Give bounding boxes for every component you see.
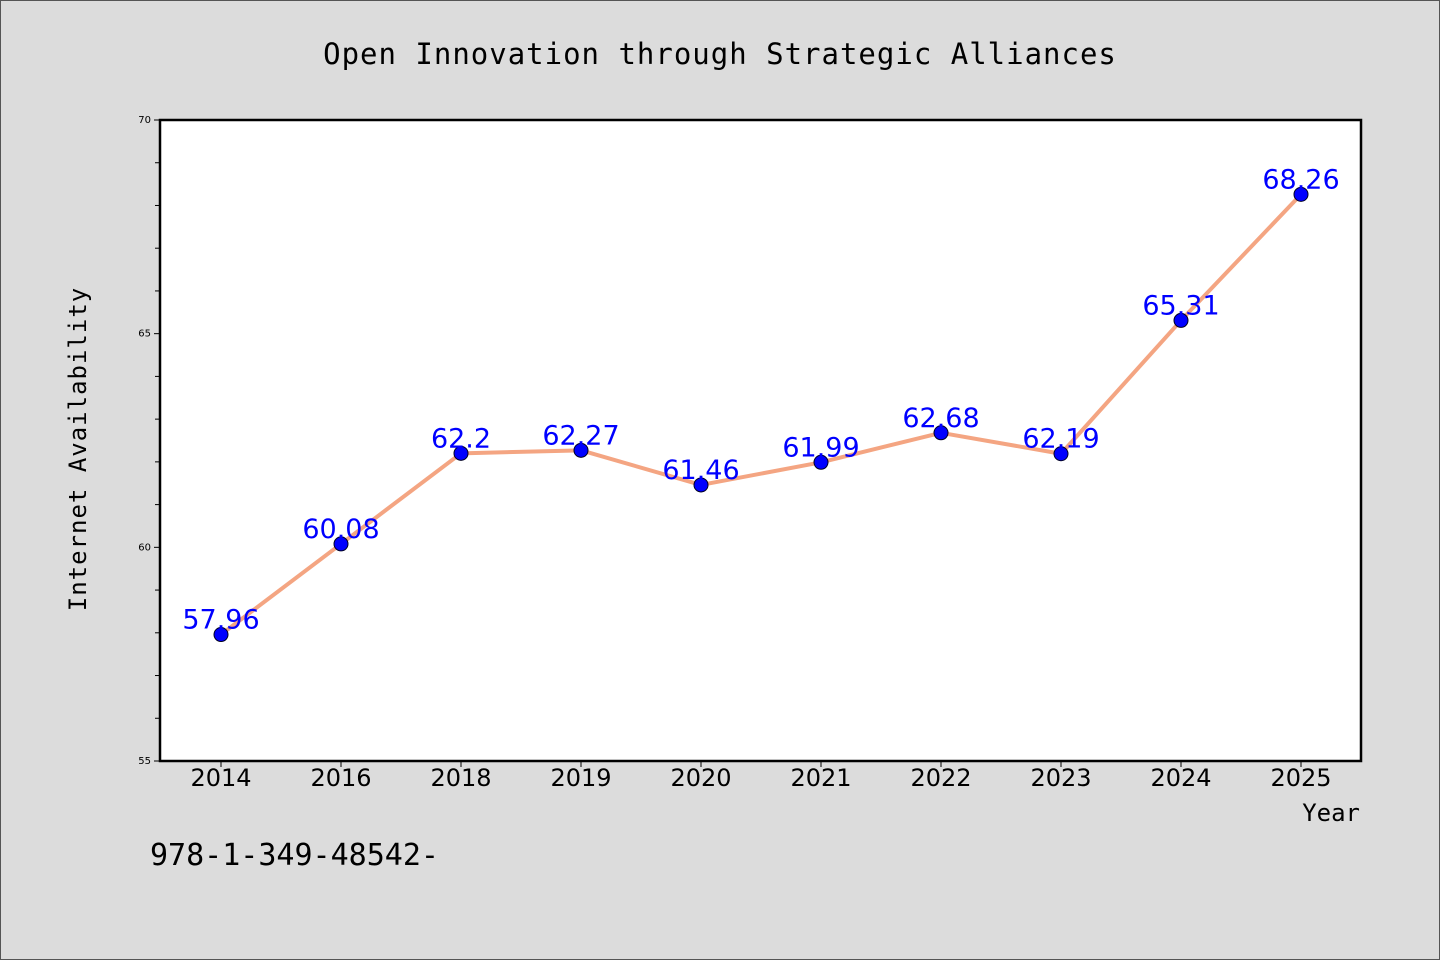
x-tick-label: 2019 bbox=[550, 764, 611, 792]
x-tick-label: 2014 bbox=[190, 764, 251, 792]
x-tick-label: 2024 bbox=[1150, 764, 1211, 792]
data-label: 62.2 bbox=[431, 423, 491, 454]
y-tick-label: 60 bbox=[138, 542, 151, 553]
data-label: 60.08 bbox=[302, 514, 379, 545]
y-tick-label: 70 bbox=[138, 115, 151, 126]
x-axis: 2014 2016 2018 2019 2020 2021 2022 2023 2024 2025 bbox=[190, 761, 1332, 792]
data-label: 62.19 bbox=[1022, 424, 1099, 455]
data-point bbox=[453, 445, 469, 461]
data-label: 57.96 bbox=[182, 605, 259, 636]
data-label: 68.26 bbox=[1262, 164, 1339, 195]
series-line bbox=[219, 192, 1303, 637]
series-line-group bbox=[213, 186, 1309, 643]
data-labels-group: 57.96 60.08 62.2 62.27 61.46 61.99 62.68 62.19 6… bbox=[182, 164, 1339, 635]
x-tick-label: 2016 bbox=[310, 764, 371, 792]
y-axis: 55 60 65 70 bbox=[138, 115, 160, 767]
y-axis-title: Internet Availability bbox=[64, 287, 92, 611]
data-point bbox=[1053, 446, 1069, 462]
data-point bbox=[813, 454, 829, 470]
data-point bbox=[1293, 186, 1309, 202]
x-axis-title: Year bbox=[1302, 799, 1360, 827]
data-label: 65.31 bbox=[1142, 290, 1219, 321]
chart-title: Open Innovation through Strategic Allian… bbox=[323, 37, 1117, 71]
data-point bbox=[933, 425, 949, 441]
x-tick-label: 2023 bbox=[1030, 764, 1091, 792]
x-tick-label: 2025 bbox=[1270, 764, 1331, 792]
x-tick-label: 2021 bbox=[790, 764, 851, 792]
data-label: 61.46 bbox=[662, 455, 739, 486]
x-tick-label: 2022 bbox=[910, 764, 971, 792]
data-point bbox=[693, 477, 709, 493]
x-tick-label: 2018 bbox=[430, 764, 491, 792]
y-tick-label: 55 bbox=[138, 756, 151, 767]
data-label: 61.99 bbox=[782, 432, 859, 463]
data-point bbox=[573, 442, 589, 458]
data-label: 62.27 bbox=[542, 420, 619, 451]
plot-area bbox=[158, 118, 1363, 763]
footer-text: 978-1-349-48542- bbox=[150, 838, 439, 873]
y-tick-label: 65 bbox=[138, 329, 151, 340]
data-point bbox=[333, 536, 349, 552]
x-tick-label: 2020 bbox=[670, 764, 731, 792]
data-label: 62.68 bbox=[902, 403, 979, 434]
data-point bbox=[1173, 312, 1189, 328]
data-point bbox=[213, 627, 229, 643]
